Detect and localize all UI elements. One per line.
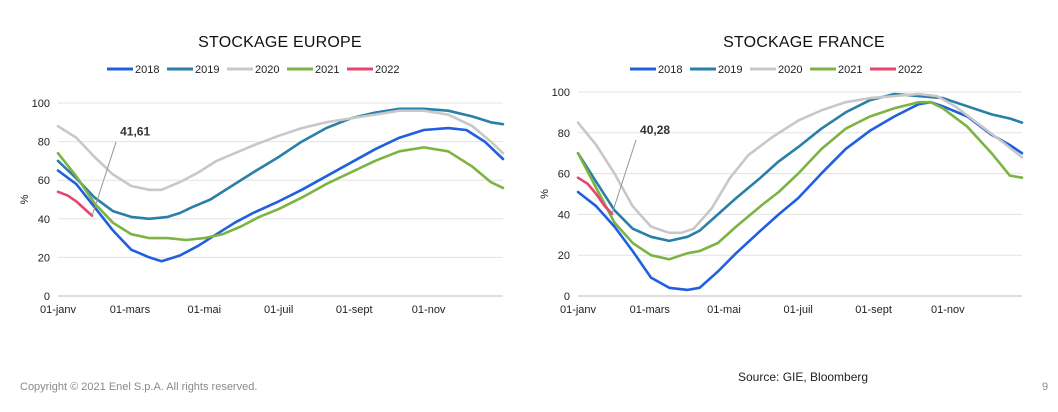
x-tick-label: 01-mars (630, 304, 671, 316)
y-tick-label: 60 (558, 169, 570, 181)
series-line-2019 (56, 107, 505, 221)
series-line-2021 (56, 146, 505, 242)
y-tick-label: 100 (552, 87, 570, 99)
series-line-2022 (56, 190, 94, 217)
x-tick-label: 01-mai (187, 304, 221, 316)
x-tick-label: 01-nov (412, 304, 446, 316)
x-tick-label: 01-nov (931, 304, 965, 316)
legend-label: 2022 (375, 64, 399, 76)
chart-title-europe: STOCKAGE EUROPE (198, 34, 362, 51)
annotation-leader (91, 141, 117, 216)
series-line-2018 (56, 126, 505, 263)
x-tick-label: 01-mars (110, 304, 151, 316)
chart-france: 0 20 40 60 80 100 01-janv 01-mars 01-mai 01-juil 0… (539, 64, 1024, 316)
page-number: 9 (1042, 381, 1049, 393)
x-tick-label: 01-janv (560, 304, 597, 316)
y-tick-label: 60 (38, 175, 50, 187)
legend-label: 2019 (718, 64, 742, 76)
x-tick-label: 01-sept (855, 304, 892, 316)
legend-label: 2022 (898, 64, 922, 76)
y-tick-label: 0 (44, 291, 50, 303)
legend-label: 2020 (778, 64, 802, 76)
source-text: Source: GIE, Bloomberg (738, 370, 869, 384)
y-tick-label: 20 (558, 250, 570, 262)
legend-label: 2021 (315, 64, 339, 76)
copyright-text: Copyright © 2021 Enel S.p.A. All rights … (20, 381, 258, 393)
series-line-2019 (576, 92, 1024, 243)
legend-label: 2021 (838, 64, 862, 76)
y-tick-label: 80 (38, 137, 50, 149)
y-tick-label: 80 (558, 128, 570, 140)
annotation-label: 40,28 (640, 123, 670, 137)
annotation-label: 41,61 (120, 125, 150, 139)
y-tick-label: 40 (558, 209, 570, 221)
x-tick-label: 01-mai (707, 304, 741, 316)
series-line-2021 (576, 100, 1024, 261)
chart-europe: 0 20 40 60 80 100 01-janv 01-mars 01-mai 01-juil 0… (19, 64, 505, 316)
annotation-leader (611, 139, 637, 214)
series-line-2022 (576, 176, 614, 216)
series-line-2020 (576, 92, 1024, 235)
series-line-2020 (56, 109, 505, 192)
y-tick-label: 100 (32, 98, 50, 110)
y-tick-label: 0 (564, 291, 570, 303)
x-tick-label: 01-janv (40, 304, 77, 316)
legend-label: 2019 (195, 64, 219, 76)
y-axis-label: % (539, 189, 551, 199)
x-tick-label: 01-sept (336, 304, 373, 316)
x-tick-label: 01-juil (264, 304, 293, 316)
x-tick-label: 01-juil (783, 304, 812, 316)
chart-title-france: STOCKAGE FRANCE (723, 34, 885, 51)
legend-label: 2018 (135, 64, 159, 76)
y-axis-label: % (19, 194, 31, 204)
series-line-2018 (576, 100, 1024, 292)
y-tick-label: 40 (38, 214, 50, 226)
legend-label: 2018 (658, 64, 682, 76)
y-tick-label: 20 (38, 252, 50, 264)
legend-label: 2020 (255, 64, 279, 76)
